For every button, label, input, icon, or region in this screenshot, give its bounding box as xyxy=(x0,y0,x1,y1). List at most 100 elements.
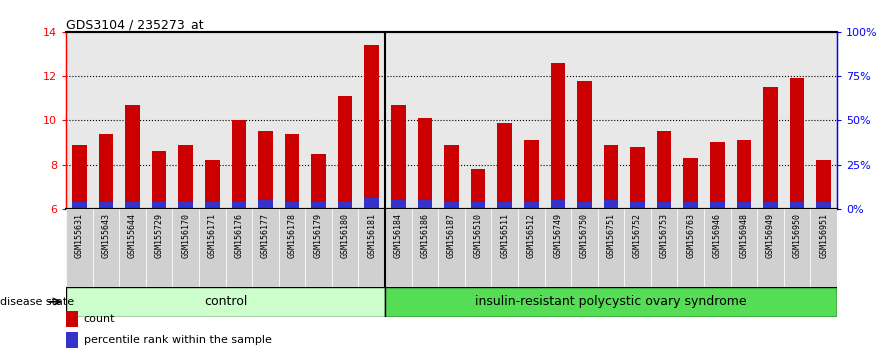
Bar xyxy=(763,87,778,209)
Bar xyxy=(258,131,273,209)
Text: disease state: disease state xyxy=(0,297,74,307)
Bar xyxy=(72,202,86,209)
Bar xyxy=(444,202,459,209)
Bar xyxy=(385,209,411,287)
Bar xyxy=(730,209,757,287)
Text: GSM156179: GSM156179 xyxy=(315,213,323,258)
Bar xyxy=(385,287,837,317)
Bar xyxy=(524,202,538,209)
Bar xyxy=(492,209,518,287)
Text: GSM156181: GSM156181 xyxy=(367,213,376,258)
Bar xyxy=(99,133,114,209)
Bar xyxy=(199,209,226,287)
Text: GSM156950: GSM156950 xyxy=(793,213,802,258)
Bar xyxy=(66,287,385,317)
Bar xyxy=(72,145,86,209)
Bar xyxy=(817,160,831,209)
Bar xyxy=(763,202,778,209)
Text: GSM156951: GSM156951 xyxy=(819,213,828,258)
Bar xyxy=(66,311,78,327)
Text: GSM156177: GSM156177 xyxy=(261,213,270,258)
Bar xyxy=(226,209,252,287)
Bar xyxy=(757,209,784,287)
Bar xyxy=(285,202,300,209)
Bar xyxy=(498,202,512,209)
Bar xyxy=(518,209,544,287)
Bar xyxy=(784,209,811,287)
Bar xyxy=(789,78,804,209)
Text: GSM156184: GSM156184 xyxy=(394,213,403,258)
Text: GSM156949: GSM156949 xyxy=(766,213,775,258)
Bar xyxy=(311,154,326,209)
Bar xyxy=(66,209,93,287)
Text: GSM156750: GSM156750 xyxy=(580,213,589,258)
Text: insulin-resistant polycystic ovary syndrome: insulin-resistant polycystic ovary syndr… xyxy=(475,295,747,308)
Bar xyxy=(657,202,671,209)
Bar xyxy=(125,105,140,209)
Text: GSM156176: GSM156176 xyxy=(234,213,243,258)
Text: control: control xyxy=(204,295,248,308)
Text: GSM156187: GSM156187 xyxy=(447,213,456,258)
Text: GSM156512: GSM156512 xyxy=(527,213,536,258)
Text: GSM156170: GSM156170 xyxy=(181,213,190,258)
Bar xyxy=(205,202,219,209)
Bar xyxy=(152,202,167,209)
Bar xyxy=(306,209,332,287)
Bar xyxy=(603,145,618,209)
Bar xyxy=(359,209,385,287)
Bar xyxy=(411,209,438,287)
Bar xyxy=(737,202,751,209)
Bar xyxy=(684,158,698,209)
Bar xyxy=(597,209,625,287)
Text: GSM156186: GSM156186 xyxy=(420,213,429,258)
Bar xyxy=(470,202,485,209)
Bar xyxy=(630,202,645,209)
Text: GSM156749: GSM156749 xyxy=(553,213,562,258)
Bar xyxy=(125,202,140,209)
Bar xyxy=(252,209,278,287)
Bar xyxy=(811,209,837,287)
Bar xyxy=(365,45,379,209)
Bar xyxy=(710,143,725,209)
Bar xyxy=(737,140,751,209)
Bar xyxy=(498,122,512,209)
Bar xyxy=(311,202,326,209)
Bar xyxy=(119,209,146,287)
Text: GSM156511: GSM156511 xyxy=(500,213,509,258)
Text: GSM156510: GSM156510 xyxy=(474,213,483,258)
Bar xyxy=(789,202,804,209)
Bar xyxy=(657,131,671,209)
Bar xyxy=(146,209,173,287)
Bar xyxy=(391,105,405,209)
Bar xyxy=(677,209,704,287)
Text: GSM155644: GSM155644 xyxy=(128,213,137,258)
Bar xyxy=(338,202,352,209)
Bar xyxy=(465,209,492,287)
Text: GSM156752: GSM156752 xyxy=(633,213,642,258)
Bar xyxy=(258,200,273,209)
Text: GSM156948: GSM156948 xyxy=(739,213,749,258)
Bar xyxy=(571,209,597,287)
Bar xyxy=(470,169,485,209)
Bar xyxy=(338,96,352,209)
Bar xyxy=(817,202,831,209)
Bar xyxy=(285,133,300,209)
Text: GSM156178: GSM156178 xyxy=(287,213,297,258)
Text: GDS3104 / 235273_at: GDS3104 / 235273_at xyxy=(66,18,204,31)
Bar xyxy=(551,200,565,209)
Bar xyxy=(152,152,167,209)
Bar xyxy=(278,209,306,287)
Bar xyxy=(178,202,193,209)
Bar xyxy=(173,209,199,287)
Bar xyxy=(551,63,565,209)
Bar xyxy=(178,145,193,209)
Bar xyxy=(438,209,465,287)
Bar xyxy=(93,209,119,287)
Bar xyxy=(704,209,730,287)
Bar xyxy=(365,198,379,209)
Bar xyxy=(444,145,459,209)
Bar xyxy=(651,209,677,287)
Bar xyxy=(630,147,645,209)
Bar xyxy=(418,200,433,209)
Text: percentile rank within the sample: percentile rank within the sample xyxy=(84,335,271,345)
